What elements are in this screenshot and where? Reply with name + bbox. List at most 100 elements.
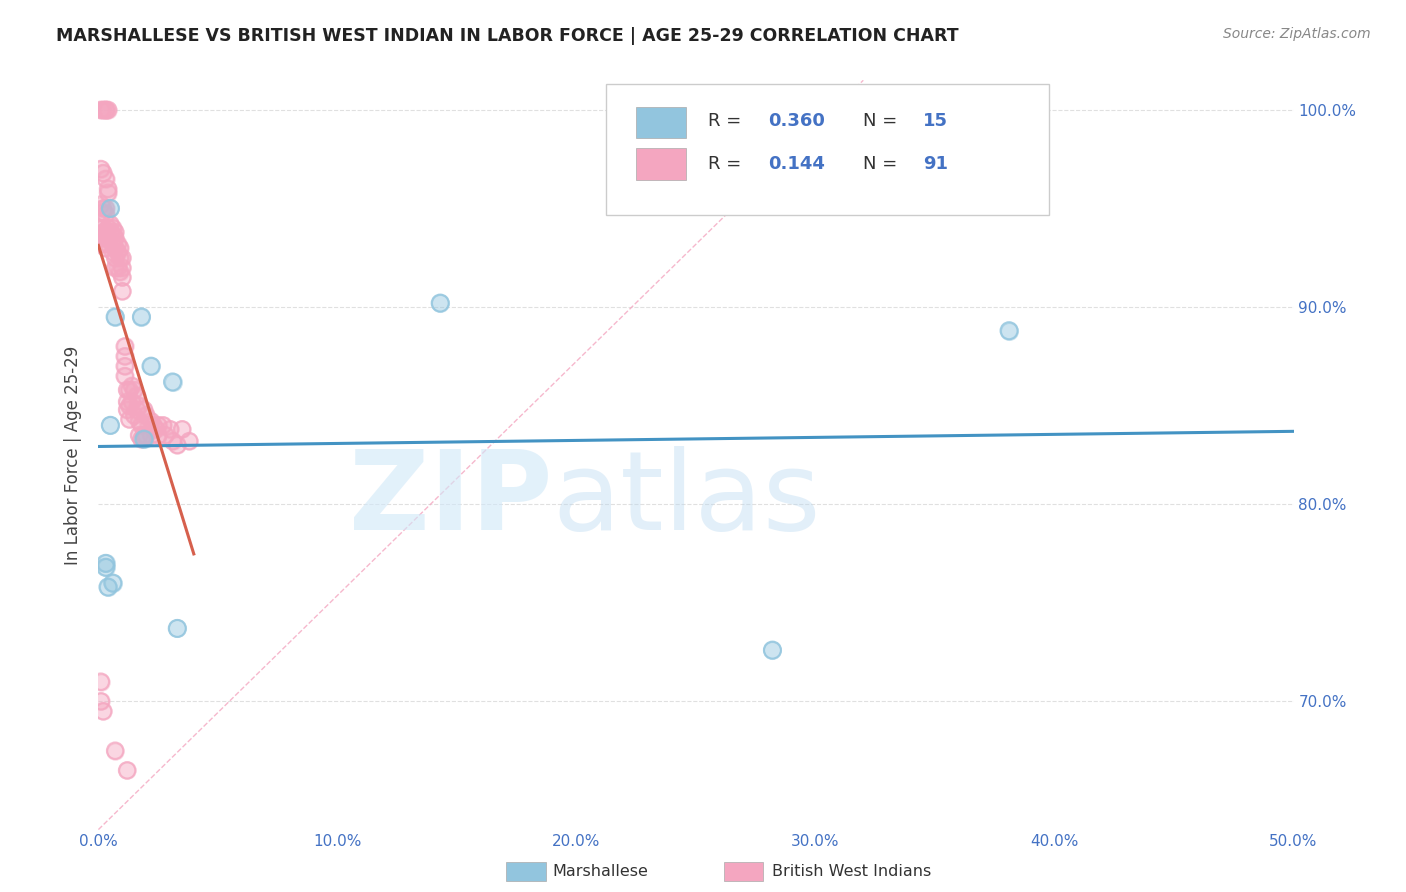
Point [101, 236, 124, 251]
Point [128, 414, 150, 428]
Point [128, 399, 150, 413]
Point [135, 428, 157, 442]
Point [90, 221, 112, 235]
Point [115, 383, 138, 397]
Point [145, 422, 167, 436]
Point [125, 389, 148, 403]
Point [98, 217, 122, 231]
Point [152, 418, 174, 433]
Point [115, 764, 138, 778]
Point [108, 241, 131, 255]
Point [104, 225, 127, 239]
Point [101, 576, 124, 591]
Point [111, 251, 134, 265]
Point [94, 202, 117, 216]
Point [115, 402, 138, 417]
Point [97, 221, 120, 235]
Point [101, 236, 124, 251]
Point [94, 241, 117, 255]
Point [104, 251, 127, 265]
Text: 91: 91 [922, 155, 948, 173]
Point [91, 704, 114, 718]
Point [90, 694, 112, 708]
Text: Marshallese: Marshallese [553, 864, 648, 879]
Point [131, 418, 153, 433]
Point [115, 402, 138, 417]
Point [111, 270, 134, 285]
Point [101, 576, 124, 591]
Point [97, 231, 120, 245]
Point [114, 359, 136, 374]
Point [166, 622, 188, 636]
Point [101, 244, 124, 259]
Point [107, 244, 129, 259]
Point [94, 202, 117, 216]
Point [107, 244, 129, 259]
Point [115, 394, 138, 409]
Point [90, 161, 112, 176]
Point [104, 225, 127, 239]
Point [104, 241, 127, 255]
Point [111, 285, 134, 299]
Point [124, 409, 146, 423]
Point [172, 422, 194, 436]
Point [148, 418, 170, 433]
FancyBboxPatch shape [606, 84, 1049, 215]
Point [94, 241, 117, 255]
Point [124, 383, 146, 397]
Point [429, 296, 451, 310]
Point [125, 402, 148, 417]
Point [139, 414, 162, 428]
Point [94, 557, 117, 571]
Point [162, 375, 184, 389]
Point [107, 260, 129, 275]
Point [139, 428, 162, 442]
Point [118, 399, 141, 413]
Point [104, 744, 127, 758]
Point [91, 166, 114, 180]
Point [114, 359, 136, 374]
Point [115, 764, 138, 778]
Point [90, 103, 112, 117]
Point [91, 221, 114, 235]
Point [138, 418, 160, 433]
Point [94, 207, 117, 221]
Point [111, 260, 134, 275]
Text: Source: ZipAtlas.com: Source: ZipAtlas.com [1223, 27, 1371, 41]
Point [135, 409, 157, 423]
Point [101, 227, 124, 241]
Point [91, 704, 114, 718]
Point [159, 422, 181, 436]
Point [132, 432, 155, 446]
Point [114, 349, 136, 363]
Point [91, 236, 114, 251]
Point [94, 560, 117, 574]
Point [139, 428, 162, 442]
Point [108, 241, 131, 255]
Point [115, 383, 138, 397]
Text: 15: 15 [922, 112, 948, 130]
Y-axis label: In Labor Force | Age 25-29: In Labor Force | Age 25-29 [65, 345, 83, 565]
Text: R =: R = [709, 155, 747, 173]
Point [162, 434, 184, 449]
Point [142, 418, 165, 433]
Point [90, 161, 112, 176]
Point [90, 674, 112, 689]
Point [90, 694, 112, 708]
Point [107, 236, 129, 251]
Point [97, 580, 120, 594]
Point [125, 389, 148, 403]
Point [91, 205, 114, 219]
Point [97, 580, 120, 594]
Point [108, 264, 131, 278]
Point [90, 221, 112, 235]
Point [108, 264, 131, 278]
Point [91, 202, 114, 216]
Point [107, 260, 129, 275]
Point [104, 310, 127, 324]
Point [94, 231, 117, 245]
Text: N =: N = [863, 112, 903, 130]
Point [97, 103, 120, 117]
Point [94, 103, 117, 117]
Point [97, 103, 120, 117]
